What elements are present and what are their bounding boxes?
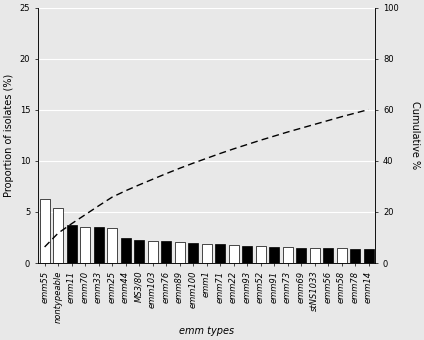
Bar [296,248,306,263]
Bar [242,246,252,263]
Bar [94,227,104,263]
Y-axis label: Proportion of isolates (%): Proportion of isolates (%) [4,74,14,197]
Bar [282,247,293,263]
Bar [39,199,50,263]
Bar [215,244,225,263]
Bar [107,228,117,263]
Bar [148,241,158,263]
Bar [134,240,144,263]
Bar [310,248,320,263]
Bar [363,249,374,263]
Bar [188,243,198,263]
Bar [337,248,347,263]
Bar [80,227,90,263]
Bar [229,245,239,263]
Bar [256,246,266,263]
Bar [350,249,360,263]
Bar [67,225,77,263]
Bar [323,248,333,263]
Y-axis label: Cumulative %: Cumulative % [410,101,420,169]
Bar [53,208,63,263]
Bar [175,242,185,263]
Bar [201,244,212,263]
Bar [161,241,171,263]
Bar [120,238,131,263]
Bar [269,247,279,263]
X-axis label: emm types: emm types [179,326,234,336]
